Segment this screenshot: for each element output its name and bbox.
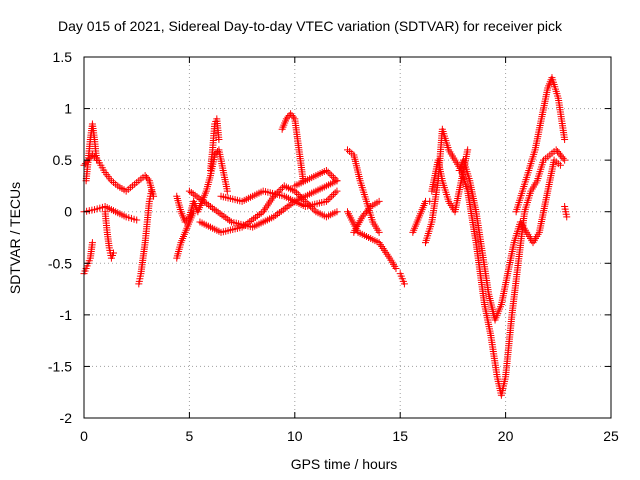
data-point xyxy=(333,208,341,216)
data-point xyxy=(333,187,341,195)
data-marker xyxy=(279,184,287,192)
data-marker xyxy=(184,215,192,223)
chart-title: Day 015 of 2021, Sidereal Day-to-day VTE… xyxy=(58,18,563,34)
data-point xyxy=(375,228,383,236)
data-marker xyxy=(326,194,334,202)
data-marker xyxy=(275,187,283,195)
x-tick-label: 0 xyxy=(80,428,88,444)
data-point xyxy=(464,146,472,154)
y-tick-label: -2 xyxy=(60,410,73,426)
x-tick-label: 20 xyxy=(498,428,514,444)
axis-ticks: 0 5 10 15 20 25 -2 -1.5 -1 -0.5 0 0.5 1 1.5 xyxy=(48,49,619,444)
data-point xyxy=(556,161,564,169)
data-marker xyxy=(296,192,304,200)
data-point xyxy=(322,197,330,205)
data-marker xyxy=(310,206,318,214)
data-marker xyxy=(300,196,308,204)
data-marker xyxy=(293,189,301,197)
x-axis-label: GPS time / hours xyxy=(291,456,398,472)
data-point xyxy=(322,166,330,174)
y-tick-label: 0 xyxy=(64,204,72,220)
y-axis-label: SDTVAR / TECUs xyxy=(7,182,23,294)
x-tick-label: 10 xyxy=(287,428,303,444)
data-point xyxy=(110,249,118,257)
y-tick-label: 1.5 xyxy=(53,49,73,65)
data-marker xyxy=(331,189,339,197)
data-point xyxy=(133,216,141,224)
data-marker xyxy=(329,173,337,181)
data-point xyxy=(147,187,155,195)
plot-frame xyxy=(83,56,612,419)
data-point xyxy=(563,213,571,221)
y-tick-label: -1.5 xyxy=(48,358,72,374)
data-point xyxy=(88,239,96,247)
data-point xyxy=(223,187,231,195)
data-point xyxy=(561,136,569,144)
data-marker xyxy=(298,194,306,202)
data-marker xyxy=(277,185,285,193)
data-marker xyxy=(294,191,302,199)
data-marker xyxy=(365,204,373,212)
x-tick-label: 25 xyxy=(603,428,619,444)
data-point xyxy=(400,280,408,288)
data-marker xyxy=(289,113,297,121)
y-tick-label: 0.5 xyxy=(53,152,73,168)
data-marks xyxy=(80,74,571,399)
data-marker xyxy=(328,192,336,200)
y-tick-label: -0.5 xyxy=(48,255,72,271)
data-marker xyxy=(326,170,334,178)
data-marker xyxy=(331,175,339,183)
data-point xyxy=(561,156,569,164)
y-tick-label: -1 xyxy=(60,307,73,323)
data-point xyxy=(215,136,223,144)
data-point xyxy=(375,197,383,205)
x-tick-label: 5 xyxy=(186,428,194,444)
data-marker xyxy=(144,175,152,183)
data-marker xyxy=(328,172,336,180)
data-marker xyxy=(324,196,332,204)
data-marker xyxy=(329,191,337,199)
data-point xyxy=(333,177,341,185)
data-point xyxy=(93,156,101,164)
data-point xyxy=(392,264,400,272)
y-tick-label: 1 xyxy=(64,101,72,117)
data-marker xyxy=(324,168,332,176)
x-tick-label: 15 xyxy=(392,428,408,444)
data-marker xyxy=(559,154,567,162)
